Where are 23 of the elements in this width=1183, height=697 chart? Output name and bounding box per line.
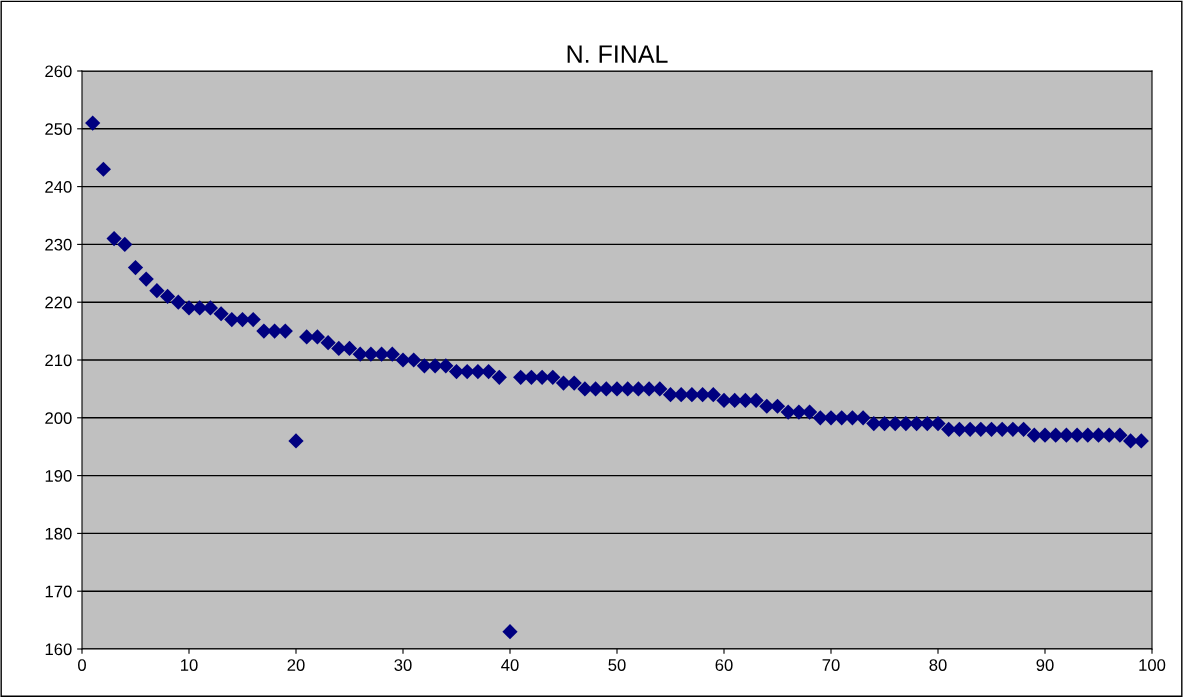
x-tick-label: 20 [287,659,305,671]
x-tick-label: 0 [78,659,86,671]
y-tick-label: 250 [45,123,72,135]
y-tick-label: 190 [45,470,72,482]
y-tick-label: 220 [45,296,72,309]
x-tick-label: 40 [501,659,519,671]
y-tick-label: 200 [45,412,72,424]
chart-title: N. FINAL [567,45,668,63]
x-tick-label: 50 [608,659,626,671]
x-tick-label: 100 [1139,659,1166,671]
x-tick-label: 70 [822,659,840,671]
y-tick-label: 170 [45,585,72,598]
y-tick-label: 260 [45,65,72,78]
y-tick-label: 210 [45,354,72,367]
y-tick-label: 230 [45,238,72,251]
x-tick-label: 10 [181,659,198,671]
x-tick-label: 90 [1036,659,1054,671]
x-tick-label: 80 [929,659,947,671]
y-tick-label: 240 [45,181,72,193]
x-tick-label: 60 [715,659,733,671]
x-tick-label: 30 [394,659,412,671]
y-tick-label: 180 [45,527,72,540]
y-tick-label: 160 [45,643,72,656]
